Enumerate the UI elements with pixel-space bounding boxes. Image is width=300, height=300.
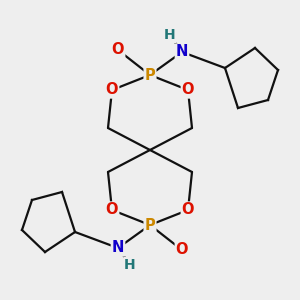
Text: O: O xyxy=(106,82,118,98)
Text: P: P xyxy=(145,68,155,82)
Text: N: N xyxy=(112,241,124,256)
Text: O: O xyxy=(112,43,124,58)
Text: N: N xyxy=(176,44,188,59)
Text: O: O xyxy=(182,202,194,217)
Text: P: P xyxy=(145,218,155,232)
Text: O: O xyxy=(106,202,118,217)
Text: O: O xyxy=(176,242,188,257)
Text: H: H xyxy=(124,258,136,272)
Text: H: H xyxy=(164,28,176,42)
Text: O: O xyxy=(182,82,194,98)
